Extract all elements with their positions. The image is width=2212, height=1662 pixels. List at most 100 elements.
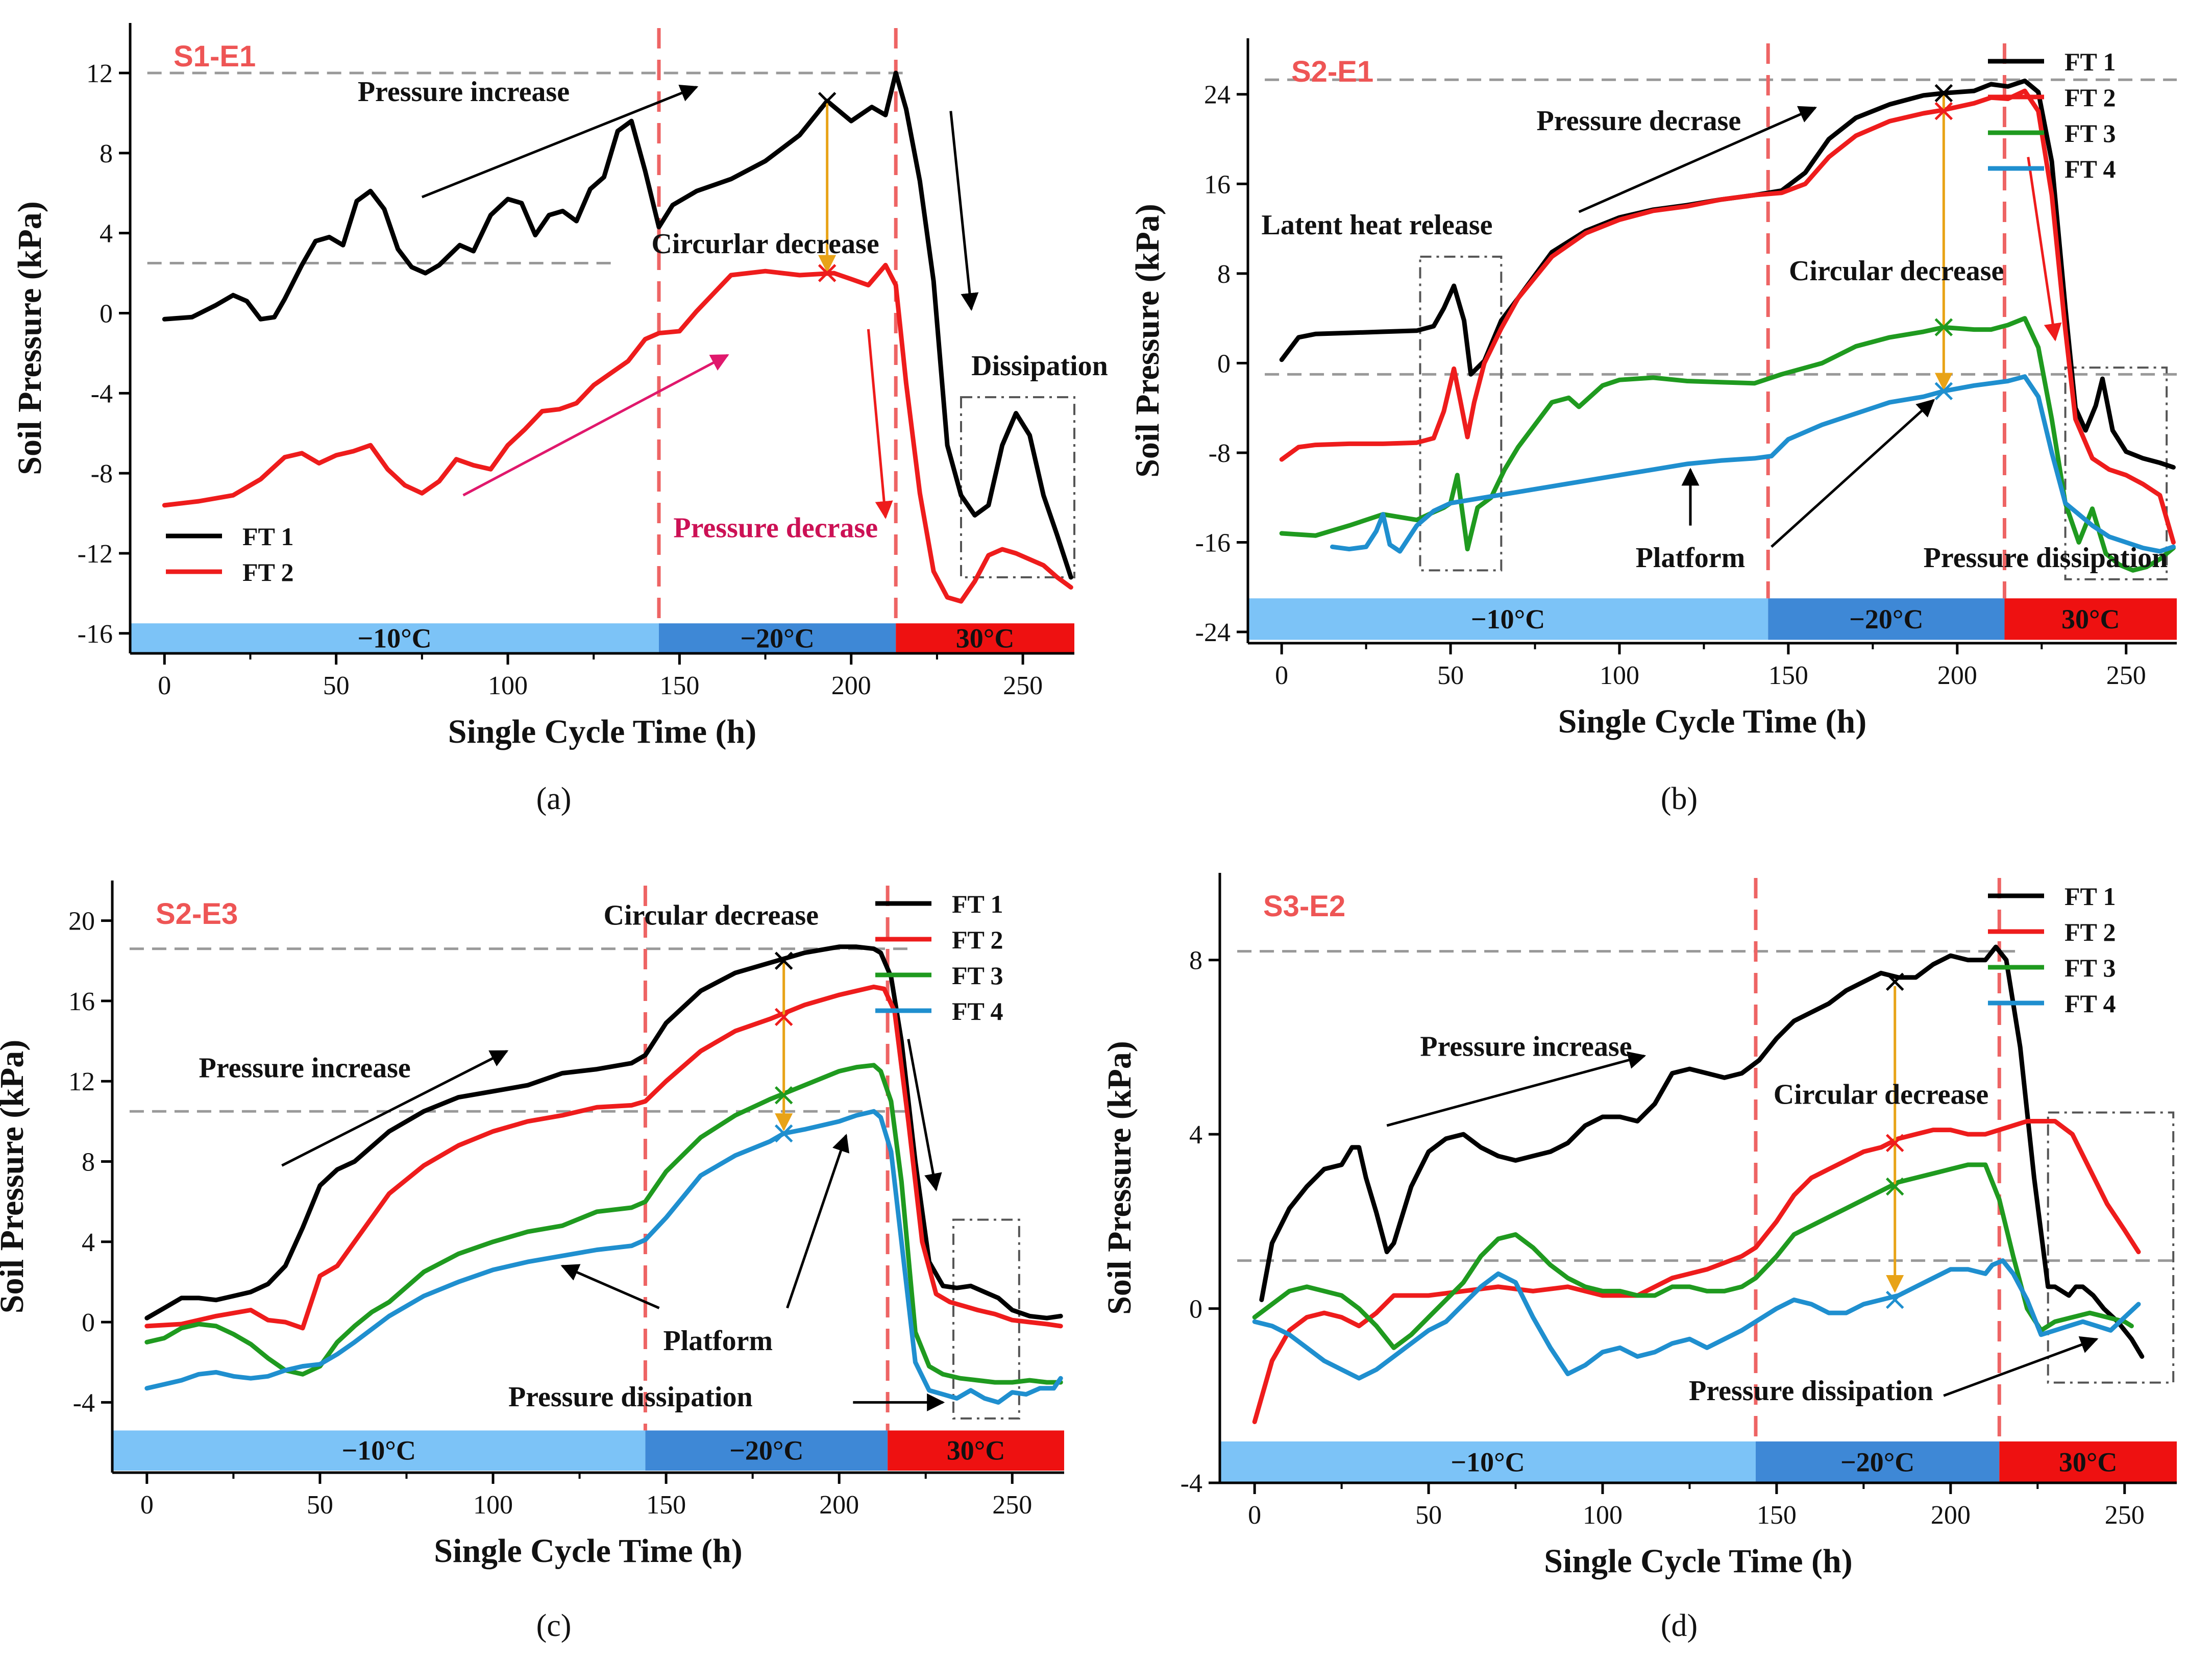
legend-label: FT 2 (242, 558, 294, 586)
legend-label: FT 1 (242, 522, 294, 551)
annotation-label: Pressure dissipation (508, 1381, 753, 1413)
temperature-band (112, 1430, 646, 1471)
cross-marker (1885, 1290, 1904, 1309)
annotation-label: Circular decrease (1789, 255, 2004, 287)
series-line-ft2 (1252, 1119, 2141, 1424)
legend-label: FT 2 (2064, 83, 2116, 112)
x-tick-label: 0 (1248, 1501, 1261, 1530)
x-tick-label: 200 (831, 671, 871, 700)
x-tick-label: 50 (323, 671, 350, 700)
highlight-box (2064, 366, 2168, 580)
legend-label: FT 1 (952, 890, 1003, 918)
temperature-band (888, 1430, 1064, 1471)
y-tick-label: 8 (82, 1148, 95, 1177)
trend-arrow (1943, 1336, 2099, 1397)
temperature-band (2004, 598, 2177, 640)
series-line-ft4 (1252, 1258, 2141, 1381)
x-tick-label: 50 (307, 1490, 333, 1520)
x-tick-label: 150 (659, 671, 699, 700)
legend-label: FT 3 (2064, 954, 2116, 982)
temperature-band-label: 30°C (956, 623, 1015, 654)
temperature-band-label: 30°C (2059, 1447, 2118, 1477)
x-tick-label: 50 (1415, 1501, 1442, 1530)
cross-marker (774, 1086, 793, 1105)
legend-label: FT 1 (2064, 882, 2116, 911)
temperature-band-label: 30°C (947, 1435, 1005, 1466)
temperature-band (130, 623, 659, 653)
cross-marker (1934, 318, 1953, 336)
x-tick-label: 150 (1757, 1501, 1797, 1530)
y-tick-label: -4 (73, 1388, 95, 1417)
temperature-band-label: 30°C (2061, 604, 2120, 634)
series-line-ft2 (144, 984, 1063, 1331)
panel-title: S3-E2 (1263, 890, 1345, 923)
highlight-box (960, 396, 1075, 579)
x-tick-label: 0 (140, 1490, 154, 1520)
y-tick-label: 0 (82, 1308, 95, 1337)
y-tick-label: -12 (78, 540, 113, 569)
cross-marker (774, 1008, 793, 1026)
y-tick-label: 24 (1204, 81, 1231, 110)
x-tick-label: 0 (158, 671, 171, 700)
series-line-ft3 (1279, 316, 2176, 573)
series-line-ft1 (1279, 78, 2176, 470)
y-tick-label: 0 (1217, 349, 1231, 378)
trend-arrow (281, 1050, 509, 1167)
x-tick-label: 250 (992, 1490, 1032, 1520)
annotation-label: Platform (1636, 542, 1746, 574)
x-tick-label: 100 (1600, 661, 1639, 690)
temperature-band (1999, 1441, 2177, 1483)
panel-a: −10°C −20°C 30°C Pressure increase Circurlar… (11, 23, 1108, 816)
y-tick-label: 12 (86, 59, 113, 88)
series-line-ft3 (144, 1063, 1063, 1385)
cross-marker (1934, 382, 1953, 401)
temperature-band-label: −20°C (1849, 604, 1923, 634)
legend-label: FT 4 (2064, 155, 2116, 183)
x-tick-label: 0 (1275, 661, 1288, 690)
cross-marker (774, 951, 793, 970)
y-tick-label: 12 (68, 1067, 95, 1096)
legend-label: FT 1 (2064, 47, 2116, 76)
cross-marker (1885, 1134, 1904, 1152)
trend-arrow (421, 84, 699, 199)
series-line-ft1 (162, 70, 1073, 580)
temperature-band-label: −10°C (357, 623, 431, 654)
panel-title: S2-E1 (1291, 55, 1373, 88)
cross-marker (774, 1124, 793, 1143)
x-tick-label: 100 (1583, 1501, 1623, 1530)
y-axis-label: Soil Pressure (kPa) (0, 1040, 31, 1314)
x-axis-label: Single Cycle Time (h) (1558, 703, 1866, 740)
legend-label: FT 4 (952, 997, 1003, 1025)
x-axis-label: Single Cycle Time (h) (1544, 1543, 1852, 1580)
trend-arrow (867, 329, 893, 519)
x-tick-label: 250 (1003, 671, 1043, 700)
y-tick-label: -4 (1181, 1469, 1202, 1498)
x-tick-label: 50 (1437, 661, 1464, 690)
highlight-box (952, 1218, 1020, 1420)
cross-marker (1885, 1177, 1904, 1196)
y-tick-label: 16 (1204, 170, 1231, 199)
legend-label: FT 3 (2064, 119, 2116, 148)
temperature-band (1768, 598, 2005, 640)
x-tick-label: 150 (646, 1490, 686, 1520)
trend-arrow (786, 1134, 850, 1309)
annotation-label: Pressure dissipation (1689, 1375, 1933, 1407)
x-axis-label: Single Cycle Time (h) (434, 1532, 742, 1570)
trend-arrow (1771, 399, 1935, 548)
legend-label: FT 3 (952, 961, 1003, 990)
annotation-label: Pressure increase (1420, 1031, 1632, 1063)
trend-arrow (2027, 157, 2062, 341)
y-tick-label: 4 (100, 219, 113, 249)
y-tick-label: 4 (1189, 1120, 1202, 1150)
cross-marker (1934, 102, 1953, 120)
temperature-band (1248, 598, 1768, 640)
annotation-label: Pressure decrase (1537, 105, 1741, 137)
y-tick-label: -8 (1209, 439, 1231, 468)
annotation-label: Latent heat release (1261, 209, 1492, 241)
panel-caption: (a) (536, 781, 572, 816)
series-line-ft1 (1259, 944, 2145, 1359)
y-axis-label: Soil Pressure (kPa) (1129, 204, 1166, 478)
y-tick-label: 8 (1189, 946, 1202, 975)
y-tick-label: -16 (1195, 529, 1231, 558)
temperature-band (645, 1430, 888, 1471)
